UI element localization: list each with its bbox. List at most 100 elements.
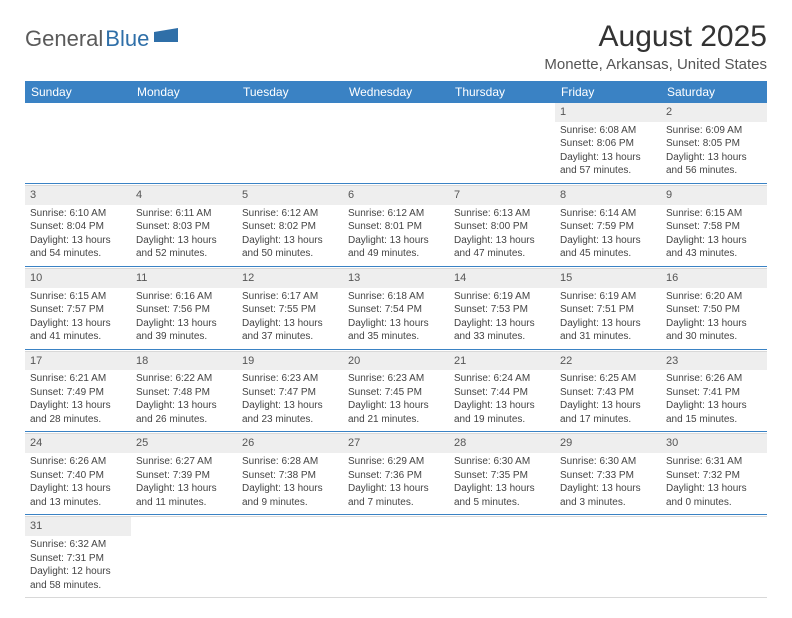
cell-sunrise: Sunrise: 6:26 AM xyxy=(30,455,126,469)
day-number: 5 xyxy=(237,186,343,205)
cell-daylight2: and 50 minutes. xyxy=(242,247,338,261)
cell-sunrise: Sunrise: 6:29 AM xyxy=(348,455,444,469)
calendar-cell: 7Sunrise: 6:13 AMSunset: 8:00 PMDaylight… xyxy=(449,185,555,266)
day-number: 3 xyxy=(25,186,131,205)
cell-daylight2: and 19 minutes. xyxy=(454,413,550,427)
brand-logo: General Blue xyxy=(25,26,180,52)
cell-sunrise: Sunrise: 6:08 AM xyxy=(560,124,656,138)
flag-icon xyxy=(154,28,180,51)
header-saturday: Saturday xyxy=(661,81,767,103)
cell-sunrise: Sunrise: 6:16 AM xyxy=(136,290,232,304)
cell-daylight1: Daylight: 13 hours xyxy=(666,234,762,248)
calendar-row: 1Sunrise: 6:08 AMSunset: 8:06 PMDaylight… xyxy=(25,103,767,183)
cell-sunrise: Sunrise: 6:13 AM xyxy=(454,207,550,221)
calendar-row: 24Sunrise: 6:26 AMSunset: 7:40 PMDayligh… xyxy=(25,434,767,515)
day-number: 28 xyxy=(449,434,555,453)
cell-sunset: Sunset: 8:02 PM xyxy=(242,220,338,234)
cell-daylight2: and 37 minutes. xyxy=(242,330,338,344)
cell-daylight2: and 21 minutes. xyxy=(348,413,444,427)
calendar-cell: 6Sunrise: 6:12 AMSunset: 8:01 PMDaylight… xyxy=(343,185,449,266)
cell-daylight2: and 56 minutes. xyxy=(666,164,762,178)
cell-sunrise: Sunrise: 6:10 AM xyxy=(30,207,126,221)
cell-daylight2: and 49 minutes. xyxy=(348,247,444,261)
cell-daylight2: and 26 minutes. xyxy=(136,413,232,427)
calendar-cell xyxy=(131,103,237,183)
day-number: 30 xyxy=(661,434,767,453)
cell-sunset: Sunset: 7:49 PM xyxy=(30,386,126,400)
header-wednesday: Wednesday xyxy=(343,81,449,103)
cell-daylight2: and 9 minutes. xyxy=(242,496,338,510)
cell-sunrise: Sunrise: 6:22 AM xyxy=(136,372,232,386)
calendar-cell: 27Sunrise: 6:29 AMSunset: 7:36 PMDayligh… xyxy=(343,434,449,515)
calendar-cell: 8Sunrise: 6:14 AMSunset: 7:59 PMDaylight… xyxy=(555,185,661,266)
calendar-table: Sunday Monday Tuesday Wednesday Thursday… xyxy=(25,81,767,598)
calendar-cell xyxy=(555,517,661,598)
day-number: 11 xyxy=(131,269,237,288)
day-number: 15 xyxy=(555,269,661,288)
cell-daylight1: Daylight: 13 hours xyxy=(560,317,656,331)
cell-sunrise: Sunrise: 6:23 AM xyxy=(348,372,444,386)
calendar-cell: 25Sunrise: 6:27 AMSunset: 7:39 PMDayligh… xyxy=(131,434,237,515)
cell-daylight1: Daylight: 13 hours xyxy=(454,234,550,248)
cell-sunset: Sunset: 7:50 PM xyxy=(666,303,762,317)
title-block: August 2025 Monette, Arkansas, United St… xyxy=(544,20,767,73)
cell-sunrise: Sunrise: 6:32 AM xyxy=(30,538,126,552)
cell-daylight1: Daylight: 13 hours xyxy=(30,482,126,496)
cell-sunrise: Sunrise: 6:19 AM xyxy=(560,290,656,304)
calendar-cell: 10Sunrise: 6:15 AMSunset: 7:57 PMDayligh… xyxy=(25,268,131,349)
cell-sunset: Sunset: 7:36 PM xyxy=(348,469,444,483)
cell-daylight1: Daylight: 13 hours xyxy=(560,234,656,248)
month-title: August 2025 xyxy=(544,20,767,54)
day-number: 31 xyxy=(25,517,131,536)
cell-daylight2: and 33 minutes. xyxy=(454,330,550,344)
cell-sunset: Sunset: 7:53 PM xyxy=(454,303,550,317)
calendar-cell: 1Sunrise: 6:08 AMSunset: 8:06 PMDaylight… xyxy=(555,103,661,183)
cell-sunset: Sunset: 8:01 PM xyxy=(348,220,444,234)
cell-daylight2: and 39 minutes. xyxy=(136,330,232,344)
day-number: 16 xyxy=(661,269,767,288)
cell-daylight2: and 47 minutes. xyxy=(454,247,550,261)
cell-sunset: Sunset: 8:06 PM xyxy=(560,137,656,151)
calendar-cell: 3Sunrise: 6:10 AMSunset: 8:04 PMDaylight… xyxy=(25,185,131,266)
cell-daylight2: and 30 minutes. xyxy=(666,330,762,344)
cell-daylight2: and 45 minutes. xyxy=(560,247,656,261)
cell-sunrise: Sunrise: 6:25 AM xyxy=(560,372,656,386)
cell-sunrise: Sunrise: 6:18 AM xyxy=(348,290,444,304)
cell-daylight2: and 11 minutes. xyxy=(136,496,232,510)
cell-sunset: Sunset: 7:47 PM xyxy=(242,386,338,400)
calendar-cell: 19Sunrise: 6:23 AMSunset: 7:47 PMDayligh… xyxy=(237,351,343,432)
cell-sunrise: Sunrise: 6:26 AM xyxy=(666,372,762,386)
cell-daylight1: Daylight: 13 hours xyxy=(348,482,444,496)
calendar-cell: 14Sunrise: 6:19 AMSunset: 7:53 PMDayligh… xyxy=(449,268,555,349)
calendar-cell: 12Sunrise: 6:17 AMSunset: 7:55 PMDayligh… xyxy=(237,268,343,349)
header-friday: Friday xyxy=(555,81,661,103)
cell-sunset: Sunset: 7:35 PM xyxy=(454,469,550,483)
cell-daylight2: and 58 minutes. xyxy=(30,579,126,593)
cell-sunset: Sunset: 7:56 PM xyxy=(136,303,232,317)
cell-daylight1: Daylight: 13 hours xyxy=(136,399,232,413)
cell-daylight1: Daylight: 13 hours xyxy=(242,482,338,496)
cell-sunset: Sunset: 7:39 PM xyxy=(136,469,232,483)
day-number: 29 xyxy=(555,434,661,453)
cell-sunrise: Sunrise: 6:24 AM xyxy=(454,372,550,386)
calendar-cell: 22Sunrise: 6:25 AMSunset: 7:43 PMDayligh… xyxy=(555,351,661,432)
cell-sunset: Sunset: 7:59 PM xyxy=(560,220,656,234)
calendar-cell: 26Sunrise: 6:28 AMSunset: 7:38 PMDayligh… xyxy=(237,434,343,515)
cell-sunrise: Sunrise: 6:15 AM xyxy=(30,290,126,304)
cell-sunrise: Sunrise: 6:20 AM xyxy=(666,290,762,304)
calendar-row: 10Sunrise: 6:15 AMSunset: 7:57 PMDayligh… xyxy=(25,268,767,349)
day-number: 2 xyxy=(661,103,767,122)
cell-sunset: Sunset: 7:55 PM xyxy=(242,303,338,317)
day-number: 1 xyxy=(555,103,661,122)
cell-daylight2: and 28 minutes. xyxy=(30,413,126,427)
cell-sunset: Sunset: 7:31 PM xyxy=(30,552,126,566)
cell-sunset: Sunset: 7:33 PM xyxy=(560,469,656,483)
cell-sunrise: Sunrise: 6:17 AM xyxy=(242,290,338,304)
cell-sunset: Sunset: 8:03 PM xyxy=(136,220,232,234)
calendar-cell xyxy=(449,517,555,598)
cell-daylight1: Daylight: 13 hours xyxy=(30,399,126,413)
cell-daylight2: and 52 minutes. xyxy=(136,247,232,261)
calendar-cell: 16Sunrise: 6:20 AMSunset: 7:50 PMDayligh… xyxy=(661,268,767,349)
calendar-cell xyxy=(661,517,767,598)
calendar-cell xyxy=(343,517,449,598)
